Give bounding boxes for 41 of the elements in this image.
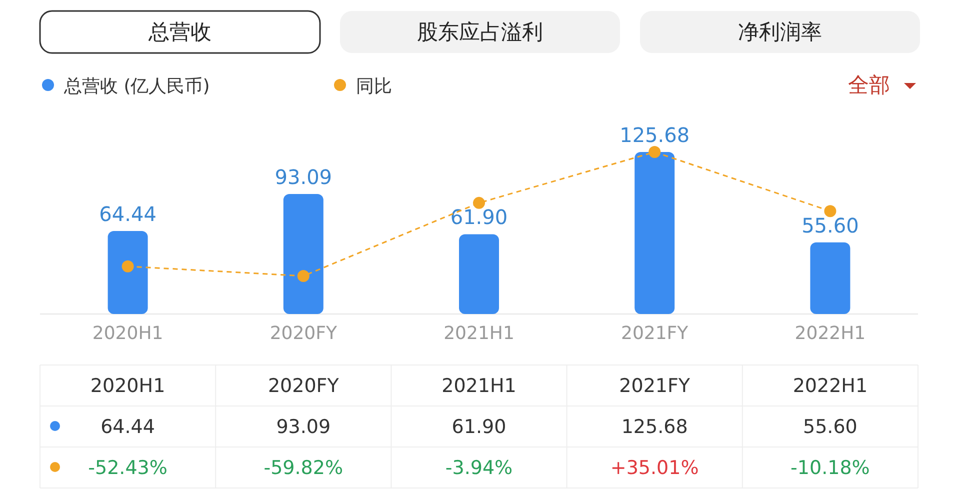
data-label: 61.90 bbox=[452, 416, 506, 438]
point bbox=[122, 260, 134, 272]
text: 93.09 bbox=[274, 165, 332, 190]
bar bbox=[459, 234, 499, 314]
x-tick-label: 2020FY bbox=[270, 323, 338, 344]
x-tick-label: 2021H1 bbox=[444, 323, 514, 344]
bar bbox=[810, 242, 850, 314]
data-label: 125.68 bbox=[621, 416, 688, 438]
category-label: 2021FY bbox=[619, 375, 690, 397]
data-label: 64.44 bbox=[100, 416, 156, 438]
legend-label: 总营收 (亿人民币) bbox=[63, 76, 210, 97]
text: 股东应占溢利 bbox=[417, 20, 543, 44]
category-label: 2020H1 bbox=[90, 375, 166, 397]
point bbox=[297, 270, 310, 282]
x-tick-label: 2021FY bbox=[621, 323, 690, 344]
bar bbox=[283, 194, 324, 314]
bar bbox=[634, 152, 675, 314]
text: 61.90 bbox=[450, 205, 508, 230]
category-label: 2022H1 bbox=[792, 375, 868, 397]
category-label: 2020FY bbox=[268, 375, 339, 397]
x-tick-label: 2020H1 bbox=[92, 323, 164, 344]
data-label: -52.43% bbox=[88, 457, 168, 479]
data-label: -10.18% bbox=[790, 457, 870, 479]
data-label: 55.60 bbox=[802, 416, 858, 438]
text: 55.60 bbox=[802, 213, 859, 238]
bar bbox=[108, 230, 148, 314]
data-label: +35.01% bbox=[610, 457, 699, 479]
text: 净利润率 bbox=[738, 20, 822, 44]
x-tick-label: 2022H1 bbox=[794, 323, 866, 344]
data-label: -3.94% bbox=[445, 457, 513, 479]
text: 64.44 bbox=[99, 202, 156, 226]
point bbox=[824, 205, 836, 218]
category-label: 2021H1 bbox=[442, 375, 516, 397]
data-label: -59.82% bbox=[264, 457, 344, 479]
data-label: 93.09 bbox=[276, 416, 331, 438]
legend-label: 同比 bbox=[356, 76, 392, 97]
text: 125.68 bbox=[620, 123, 690, 147]
point bbox=[473, 196, 485, 209]
text: 全部 bbox=[848, 73, 890, 97]
point bbox=[648, 146, 661, 158]
text: 总营收 bbox=[148, 20, 212, 44]
